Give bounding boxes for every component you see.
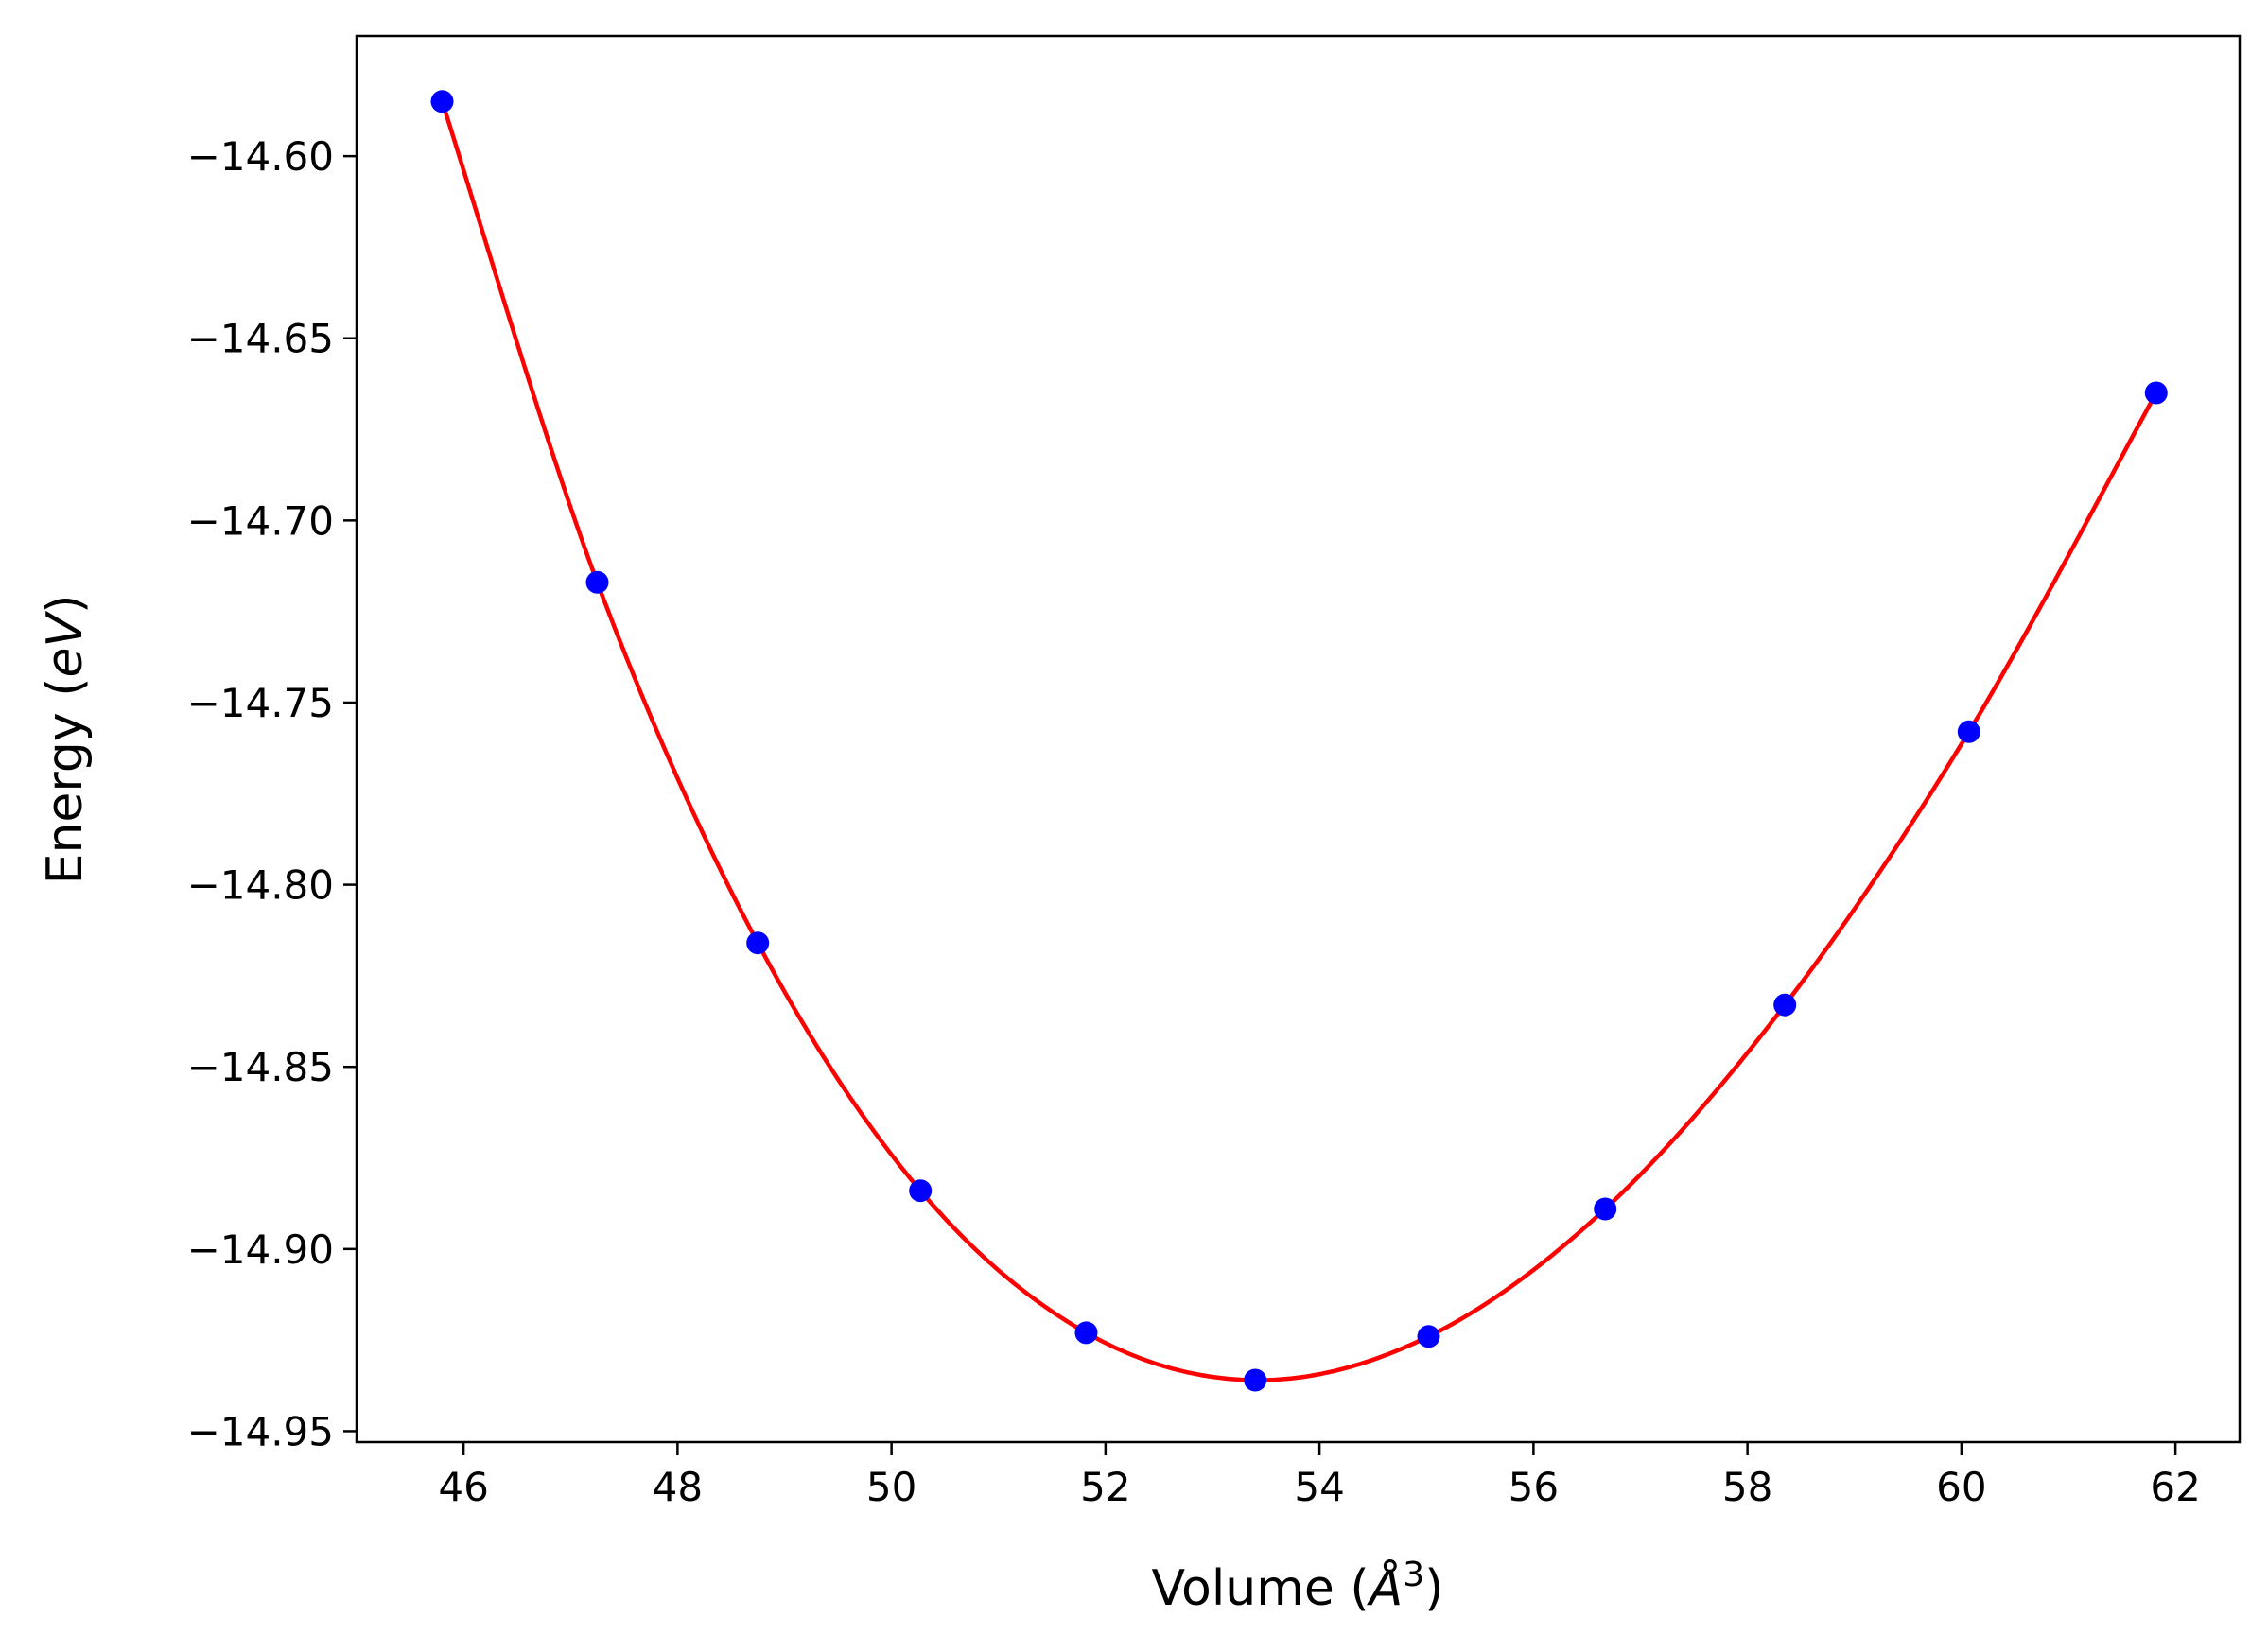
data-point bbox=[1773, 993, 1797, 1017]
data-point bbox=[430, 90, 454, 113]
data-point bbox=[2144, 381, 2168, 405]
data-point bbox=[746, 931, 770, 955]
y-tick-label: −14.70 bbox=[187, 497, 334, 544]
plot-frame bbox=[355, 34, 2242, 1444]
x-axis-label: Volume (Å3) bbox=[1152, 1556, 1444, 1618]
points-layer bbox=[430, 90, 2168, 1392]
x-tick-label: 52 bbox=[1080, 1464, 1130, 1510]
x-tick-label: 60 bbox=[1936, 1464, 1986, 1510]
data-point bbox=[1957, 720, 1980, 743]
data-point bbox=[585, 570, 609, 594]
y-axis: −14.60 −14.65 −14.70 −14.75 −14.80 −14.85 −14.… bbox=[187, 133, 357, 1454]
data-point bbox=[1244, 1368, 1267, 1392]
x-tick-label: 58 bbox=[1722, 1464, 1772, 1510]
fit-layer bbox=[440, 100, 2158, 1382]
data-point bbox=[1594, 1197, 1617, 1221]
y-tick-label: −14.95 bbox=[187, 1408, 334, 1454]
data-point bbox=[1074, 1321, 1098, 1345]
y-tick-label: −14.65 bbox=[187, 316, 334, 362]
x-tick-label: 62 bbox=[2150, 1464, 2200, 1510]
y-tick-label: −14.60 bbox=[187, 133, 334, 180]
y-axis-label: Energy (eV) bbox=[37, 595, 94, 885]
x-tick-label: 54 bbox=[1294, 1464, 1344, 1510]
x-tick-label: 48 bbox=[653, 1464, 703, 1510]
y-tick-label: −14.90 bbox=[187, 1226, 334, 1273]
fit-curve bbox=[440, 100, 2158, 1382]
data-point bbox=[1417, 1325, 1440, 1348]
x-tick-label: 46 bbox=[438, 1464, 488, 1510]
x-tick-label: 56 bbox=[1509, 1464, 1559, 1510]
data-point bbox=[909, 1179, 933, 1203]
y-tick-label: −14.80 bbox=[187, 862, 334, 909]
y-tick-label: −14.75 bbox=[187, 680, 334, 726]
x-axis: 46 48 50 52 54 56 58 60 62 bbox=[438, 1442, 2201, 1510]
x-tick-label: 50 bbox=[866, 1464, 916, 1510]
y-tick-label: −14.85 bbox=[187, 1044, 334, 1090]
